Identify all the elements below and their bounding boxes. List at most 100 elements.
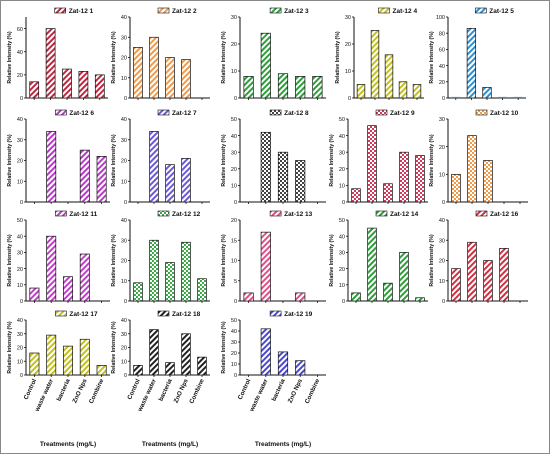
legend-swatch — [475, 210, 488, 217]
bar — [46, 334, 57, 376]
bar — [384, 54, 394, 99]
x-axis-label: Treatments (mg/L) — [142, 441, 198, 448]
legend-swatch — [269, 7, 282, 14]
y-tick-label: 40 — [439, 218, 445, 224]
chart-panel: 0 10 20 30 40 Relative Intensity (%) Zat-12 16 — [429, 210, 528, 305]
y-tick-label: 10 — [121, 76, 127, 82]
y-tick-label: 10 — [345, 69, 351, 75]
y-tick-label: 40 — [231, 329, 237, 335]
y-tick-label: 50 — [231, 117, 237, 123]
y-tick-label: 50 — [17, 218, 23, 224]
y-axis-label: Relative Intensity (%) — [111, 134, 117, 186]
y-axis-label: Relative Intensity (%) — [7, 31, 13, 83]
y-tick-label: 0 — [20, 373, 23, 379]
y-axis-label: Relative Intensity (%) — [111, 321, 117, 373]
bar — [46, 131, 57, 203]
y-tick-label: 0 — [234, 373, 237, 379]
y-tick-label: 30 — [17, 332, 23, 338]
bar — [165, 57, 175, 99]
chart-panel: 0 10 20 30 Relative Intensity (%) Zat-12 4 — [335, 7, 424, 102]
y-tick-label: 20 — [339, 267, 345, 273]
y-axis-label: Relative Intensity (%) — [7, 234, 13, 286]
y-tick-label: 30 — [231, 150, 237, 156]
y-tick-label: 10 — [339, 184, 345, 190]
y-tick-label: 40 — [17, 318, 23, 324]
bar — [295, 76, 306, 99]
bar — [351, 292, 361, 302]
y-tick-label: 0 — [20, 96, 23, 102]
y-tick-label: 50 — [231, 318, 237, 324]
y-tick-label: 50 — [339, 218, 345, 224]
y-tick-label: 30 — [231, 340, 237, 346]
bar — [260, 131, 271, 203]
bar — [383, 282, 393, 302]
y-axis-label: Relative Intensity (%) — [111, 234, 117, 286]
bar — [399, 252, 409, 302]
bar — [149, 131, 159, 203]
y-tick-label: 0 — [124, 373, 127, 379]
y-axis-label: Relative Intensity (%) — [7, 134, 13, 186]
y-tick-label: 10 — [17, 179, 23, 185]
y-tick-label: 20 — [17, 267, 23, 273]
y-axis-label: Relative Intensity (%) — [429, 234, 435, 286]
chart-panel: 0 10 20 30 Relative Intensity (%) Zat-12 3 — [221, 7, 326, 102]
y-tick-label: 40 — [231, 134, 237, 140]
bar — [149, 36, 159, 99]
legend-label: Zat-12 3 — [284, 8, 309, 15]
y-tick-label: 40 — [121, 218, 127, 224]
y-tick-label: 20 — [121, 56, 127, 62]
bar — [295, 292, 306, 302]
y-tick-label: 50 — [339, 117, 345, 123]
bar — [79, 253, 90, 302]
y-tick-label: 10 — [339, 283, 345, 289]
y-tick-label: 20 — [345, 42, 351, 48]
y-tick-label: 30 — [17, 138, 23, 144]
chart-panel: 0 20 40 60 80 100 Relative Intensity (%) Zat-12… — [429, 7, 526, 102]
y-tick-label: 30 — [121, 332, 127, 338]
bar — [482, 87, 492, 99]
y-axis-label: Relative Intensity (%) — [221, 31, 227, 83]
bar — [467, 135, 477, 203]
y-axis-label: Relative Intensity (%) — [221, 321, 227, 373]
y-tick-label: 0 — [342, 200, 345, 206]
bar — [181, 333, 191, 376]
bar — [483, 260, 493, 302]
legend-swatch — [269, 210, 282, 217]
y-tick-label: 10 — [231, 184, 237, 190]
legend-label: Zat-12 7 — [172, 110, 197, 117]
bar — [312, 76, 323, 99]
chart-panel: 0 10 20 30 40 50 Relative Intensity (%) Zat-12 … — [329, 109, 428, 206]
legend-swatch — [157, 7, 170, 14]
legend-label: Zat-12 9 — [390, 110, 415, 117]
y-tick-label: 0 — [124, 299, 127, 305]
legend-label: Zat-12 1 — [69, 8, 94, 15]
bar — [63, 345, 73, 376]
bar — [181, 59, 191, 99]
bar — [133, 282, 143, 302]
bar — [415, 155, 425, 203]
bar — [277, 73, 289, 99]
y-tick-label: 10 — [17, 359, 23, 365]
y-tick-label: 0 — [124, 200, 127, 206]
bar — [45, 28, 56, 99]
bar — [62, 68, 72, 99]
y-tick-label: 40 — [17, 234, 23, 240]
y-tick-label: 30 — [339, 251, 345, 257]
legend-swatch — [55, 310, 67, 317]
y-tick-label: 40 — [17, 50, 23, 56]
y-tick-label: 40 — [339, 134, 345, 140]
y-tick-label: 30 — [339, 150, 345, 156]
bar — [295, 360, 306, 376]
y-tick-label: 15 — [231, 238, 237, 244]
y-tick-label: 20 — [339, 167, 345, 173]
y-axis-label: Relative Intensity (%) — [7, 321, 13, 373]
y-tick-label: 20 — [121, 346, 127, 352]
bar — [367, 125, 377, 203]
bar — [499, 248, 509, 302]
chart-panel: 0 10 20 30 Relative Intensity (%) Zat-12 10 — [429, 109, 528, 206]
legend-swatch — [157, 310, 170, 317]
y-tick-label: 20 — [231, 218, 237, 224]
y-tick-label: 0 — [342, 299, 345, 305]
chart-panel: 0 10 20 30 40 Relative Intensity (%) Zat-12 2 — [111, 7, 210, 102]
legend-swatch — [378, 7, 390, 14]
